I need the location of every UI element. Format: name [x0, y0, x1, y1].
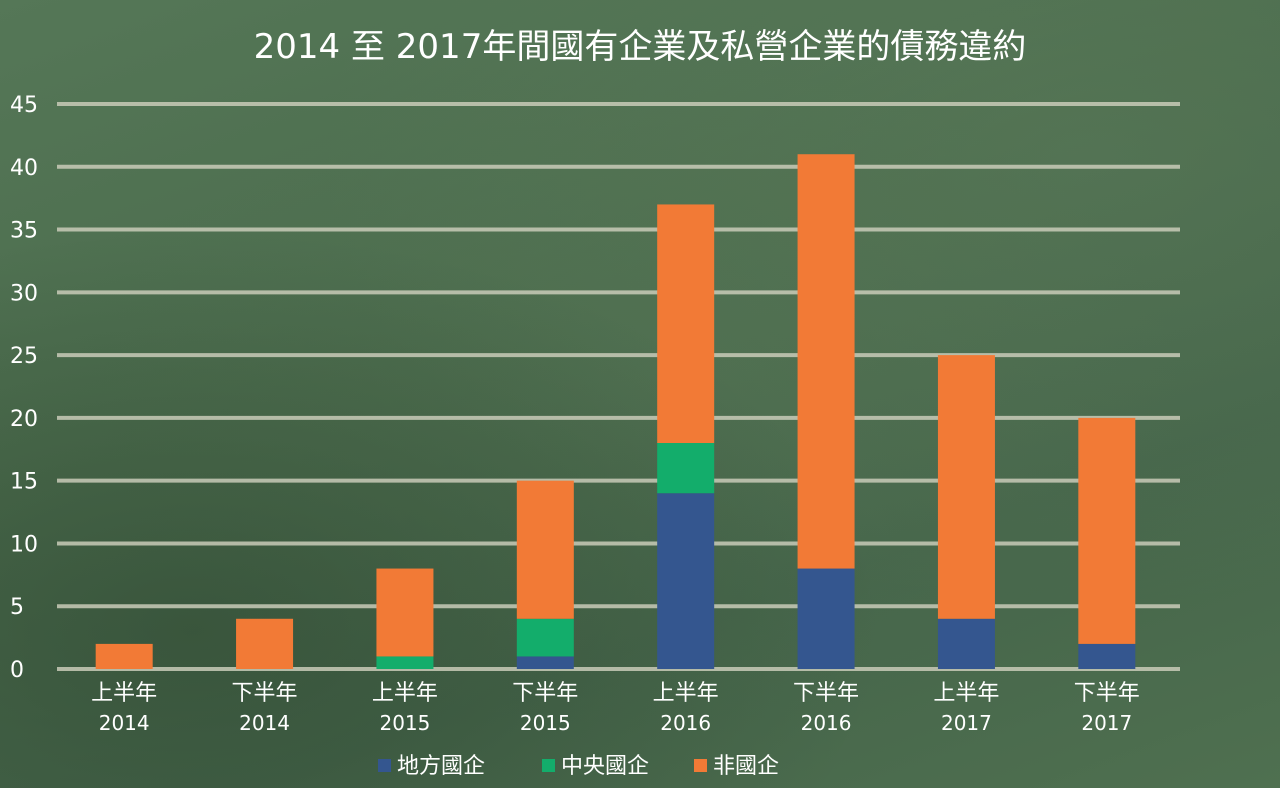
- x-axis-ticks: 上半年 2014 下半年 2014 上半年 2015 下半年 2015 上半年 2016 下半年 20…: [91, 681, 1140, 735]
- legend-swatch-1: [542, 759, 555, 772]
- gridlines: [57, 102, 1180, 671]
- bar-segment-4-2: [657, 204, 715, 443]
- y-tick-label-10: 10: [10, 532, 38, 557]
- y-tick-label-35: 35: [10, 219, 38, 244]
- bar-segment-3-2: [516, 480, 574, 619]
- legend-label-0: 地方國企: [397, 754, 485, 779]
- legend-swatch-2: [694, 759, 707, 772]
- x-tick-label-6: 上半年 2017: [933, 681, 999, 735]
- x-tick-label-line-5-1: 2016: [801, 711, 852, 735]
- bar-segment-6-0: [937, 618, 995, 669]
- legend-label-1: 中央國企: [561, 754, 649, 779]
- bar-segment-2-1: [376, 656, 434, 669]
- bar-segment-4-1: [657, 443, 715, 494]
- bar-segment-1-2: [236, 618, 294, 669]
- y-tick-label-0: 0: [10, 658, 24, 683]
- x-tick-label-line-2-1: 2015: [379, 711, 430, 735]
- x-tick-label-line-2-0: 上半年: [372, 681, 438, 706]
- x-tick-label-line-3-1: 2015: [520, 711, 571, 735]
- x-tick-label-line-7-0: 下半年: [1074, 681, 1140, 706]
- x-tick-label-line-0-1: 2014: [99, 711, 150, 735]
- x-tick-label-line-0-0: 上半年: [91, 681, 157, 706]
- x-tick-label-line-7-1: 2017: [1081, 711, 1132, 735]
- y-tick-label-5: 5: [10, 595, 24, 620]
- y-axis-ticks: 0 5 10 15 20 25 30 35 40 45: [10, 93, 38, 683]
- y-tick-label-25: 25: [10, 344, 38, 369]
- legend-label-2: 非國企: [713, 754, 779, 779]
- bar-segment-3-1: [516, 618, 574, 657]
- x-tick-label-1: 下半年 2014: [232, 681, 298, 735]
- bar-segment-7-0: [1078, 643, 1136, 669]
- bar-segment-5-0: [797, 568, 855, 669]
- x-tick-label-line-6-1: 2017: [941, 711, 992, 735]
- bar-segment-3-0: [516, 656, 574, 669]
- bar-segment-6-2: [937, 355, 995, 619]
- bar-segment-2-2: [376, 568, 434, 657]
- x-tick-label-line-4-1: 2016: [660, 711, 711, 735]
- legend-swatch-0: [378, 759, 391, 772]
- y-tick-label-20: 20: [10, 407, 38, 432]
- y-tick-label-45: 45: [10, 93, 38, 118]
- x-tick-label-line-6-0: 上半年: [933, 681, 999, 706]
- x-tick-label-7: 下半年 2017: [1074, 681, 1140, 735]
- x-tick-label-2: 上半年 2015: [372, 681, 438, 735]
- x-tick-label-0: 上半年 2014: [91, 681, 157, 735]
- bar-segment-5-2: [797, 154, 855, 569]
- legend: 地方國企 中央國企 非國企: [378, 754, 779, 779]
- bar-segment-4-0: [657, 493, 715, 669]
- x-tick-label-3: 下半年 2015: [512, 681, 578, 735]
- bar-segment-7-2: [1078, 417, 1136, 644]
- y-tick-label-15: 15: [10, 470, 38, 495]
- x-tick-label-5: 下半年 2016: [793, 681, 859, 735]
- bar-segment-0-2: [95, 643, 153, 669]
- y-tick-label-40: 40: [10, 156, 38, 181]
- y-tick-label-30: 30: [10, 281, 38, 306]
- x-tick-label-line-1-1: 2014: [239, 711, 290, 735]
- chart-title: 2014 至 2017年間國有企業及私營企業的債務違約: [254, 27, 1027, 67]
- bars: [95, 154, 1136, 669]
- x-tick-label-line-3-0: 下半年: [512, 681, 578, 706]
- x-tick-label-line-5-0: 下半年: [793, 681, 859, 706]
- x-tick-label-line-4-0: 上半年: [653, 681, 719, 706]
- x-tick-label-line-1-0: 下半年: [232, 681, 298, 706]
- x-tick-label-4: 上半年 2016: [653, 681, 719, 735]
